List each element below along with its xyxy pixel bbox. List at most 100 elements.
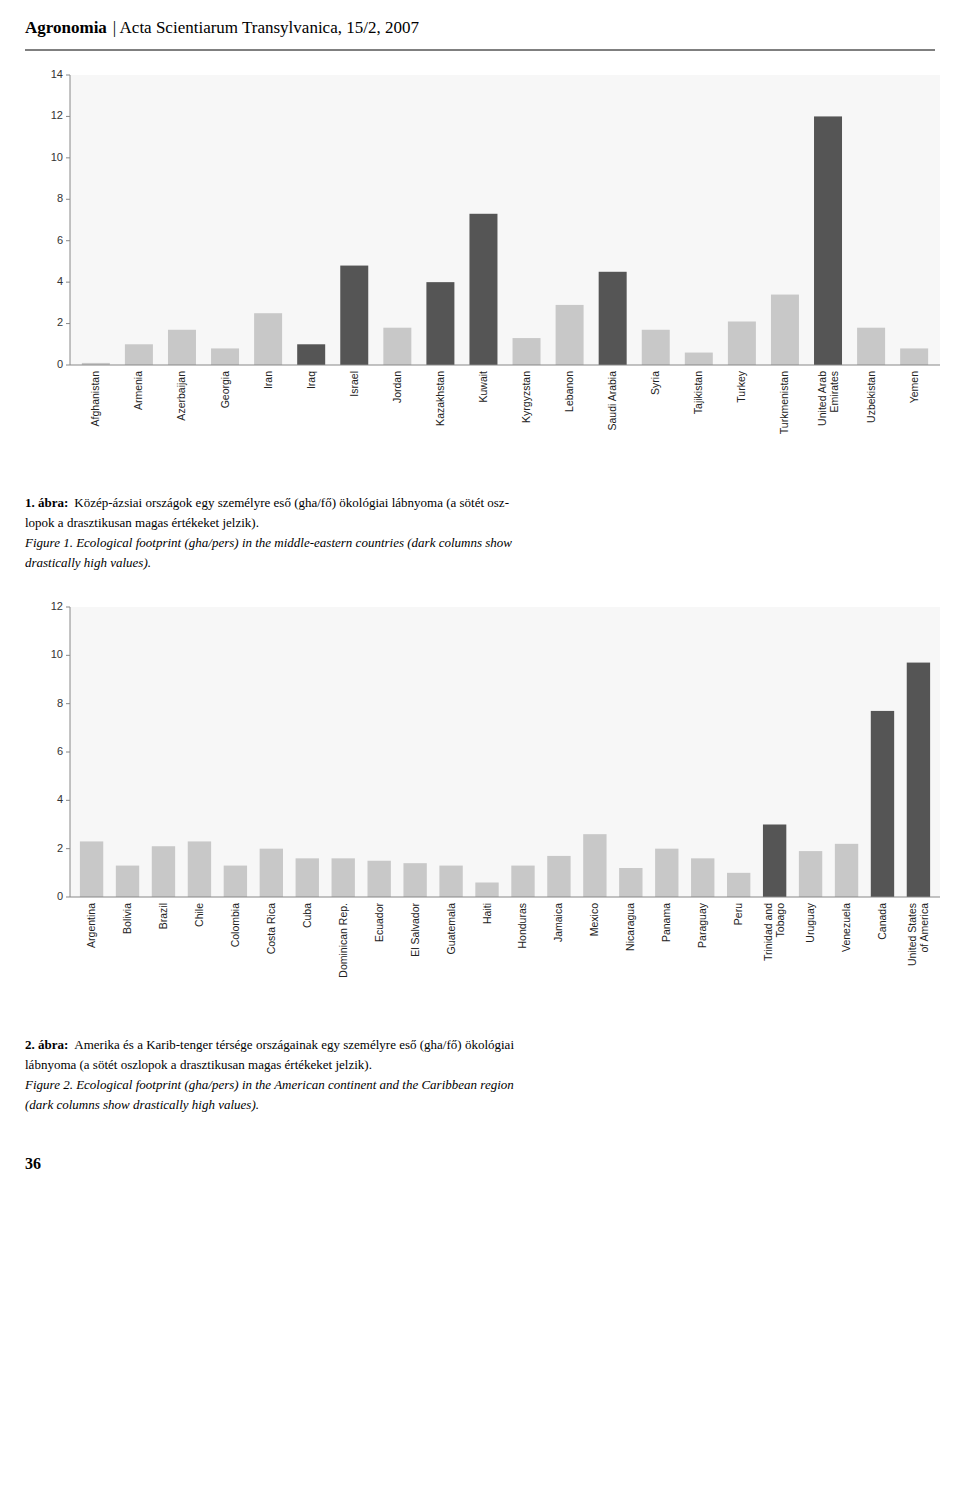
bar [211,348,239,365]
y-tick-label: 10 [51,648,63,660]
y-tick [66,282,70,283]
x-tick-label: Tajikistan [692,371,704,414]
x-tick-label: Turkey [735,370,747,402]
bar [152,846,175,897]
x-tick-label: Brazil [157,903,169,929]
x-tick-label: Lebanon [563,371,575,412]
bar [547,856,570,897]
plot-area [70,607,940,897]
y-tick [66,323,70,324]
x-tick-label: Georgia [219,371,231,409]
x-tick-label: Jordan [391,371,403,403]
x-tick-label: Kuwait [477,371,489,403]
y-tick [66,75,70,76]
page-number: 36 [25,1155,41,1172]
x-axis-line [70,897,940,898]
bar [771,295,799,365]
bar [125,344,153,365]
bar [254,313,282,365]
bar-chart: 024681012ArgentinaBoliviaBrazilChileColo… [51,600,940,978]
x-tick-label: El Salvador [409,903,421,957]
x-tick-label: Kazakhstan [434,371,446,426]
y-tick [66,897,70,898]
x-tick-label: Uruguay [804,902,816,942]
bar [367,861,390,897]
caption-line-en: drastically high values). [25,555,151,570]
y-tick-label: 14 [51,68,63,80]
x-tick-label: Iraq [305,371,317,389]
bar [513,338,541,365]
x-tick-label: Turkmenistan [778,371,790,434]
x-tick-label: Jamaica [552,903,564,942]
plot-area [70,75,940,365]
x-tick-label: Bolivia [121,903,133,934]
caption-label: 1. ábra: [25,495,68,510]
x-tick-label: Afghanistan [89,371,101,427]
y-tick [66,655,70,656]
page: Agronomia | Acta Scientiarum Transylvanic… [0,0,960,1504]
bar [655,849,678,897]
bar [383,328,411,365]
bar [188,841,211,897]
bar [907,663,930,897]
y-tick-label: 2 [57,842,63,854]
y-tick [66,607,70,608]
x-tick-label: Nicaragua [624,903,636,951]
bar [900,348,928,365]
bar [556,305,584,365]
y-axis-line [70,75,71,365]
y-tick-label: 8 [57,192,63,204]
bar [469,214,497,365]
x-tick-label: United ArabEmirates [816,371,840,426]
separator [25,50,935,51]
x-tick-label: Colombia [229,903,241,948]
y-tick [66,703,70,704]
x-tick-label: Syria [649,371,661,395]
x-tick-label: Israel [348,371,360,397]
x-tick-label: Kyrgyzstan [520,371,532,423]
x-tick-label: Trinidad andTobago [762,903,786,961]
bar [439,866,462,897]
bar [583,834,606,897]
x-tick-label: Yemen [908,371,920,403]
bar [224,866,247,897]
bar [763,825,786,898]
x-tick-label: Costa Rica [265,903,277,955]
caption-label: 2. ábra: [25,1037,68,1052]
x-tick-label: Dominican Rep. [337,903,349,978]
bar [80,841,103,897]
y-tick [66,800,70,801]
caption-line-en: (dark columns show drastically high valu… [25,1097,259,1112]
header-journal: Agronomia [25,18,107,37]
bar [814,116,842,365]
x-tick-label: Armenia [132,371,144,410]
y-tick-label: 12 [51,109,63,121]
y-tick-label: 6 [57,234,63,246]
bar [511,866,534,897]
bar [727,873,750,897]
bar [168,330,196,365]
y-tick [66,752,70,753]
y-tick [66,365,70,366]
x-tick-label: Venezuela [840,903,852,952]
bar [691,858,714,897]
y-tick-label: 0 [57,890,63,902]
bar [599,272,627,365]
header-source: | Acta Scientiarum Transylvanica, 15/2, … [113,18,420,37]
bar [728,322,756,366]
y-tick-label: 8 [57,697,63,709]
x-tick-label: Iran [262,371,274,389]
x-tick-label: Panama [660,903,672,942]
bars [82,116,928,365]
bar [297,344,325,365]
y-tick-label: 4 [57,793,63,805]
bar [332,858,355,897]
y-tick-label: 12 [51,600,63,612]
x-tick-label: Cuba [301,903,313,928]
bar [340,266,368,365]
y-tick-label: 6 [57,745,63,757]
bar [642,330,670,365]
y-tick [66,240,70,241]
x-tick-label: Ecuador [373,902,385,942]
x-tick-label: Azerbaijan [175,371,187,421]
